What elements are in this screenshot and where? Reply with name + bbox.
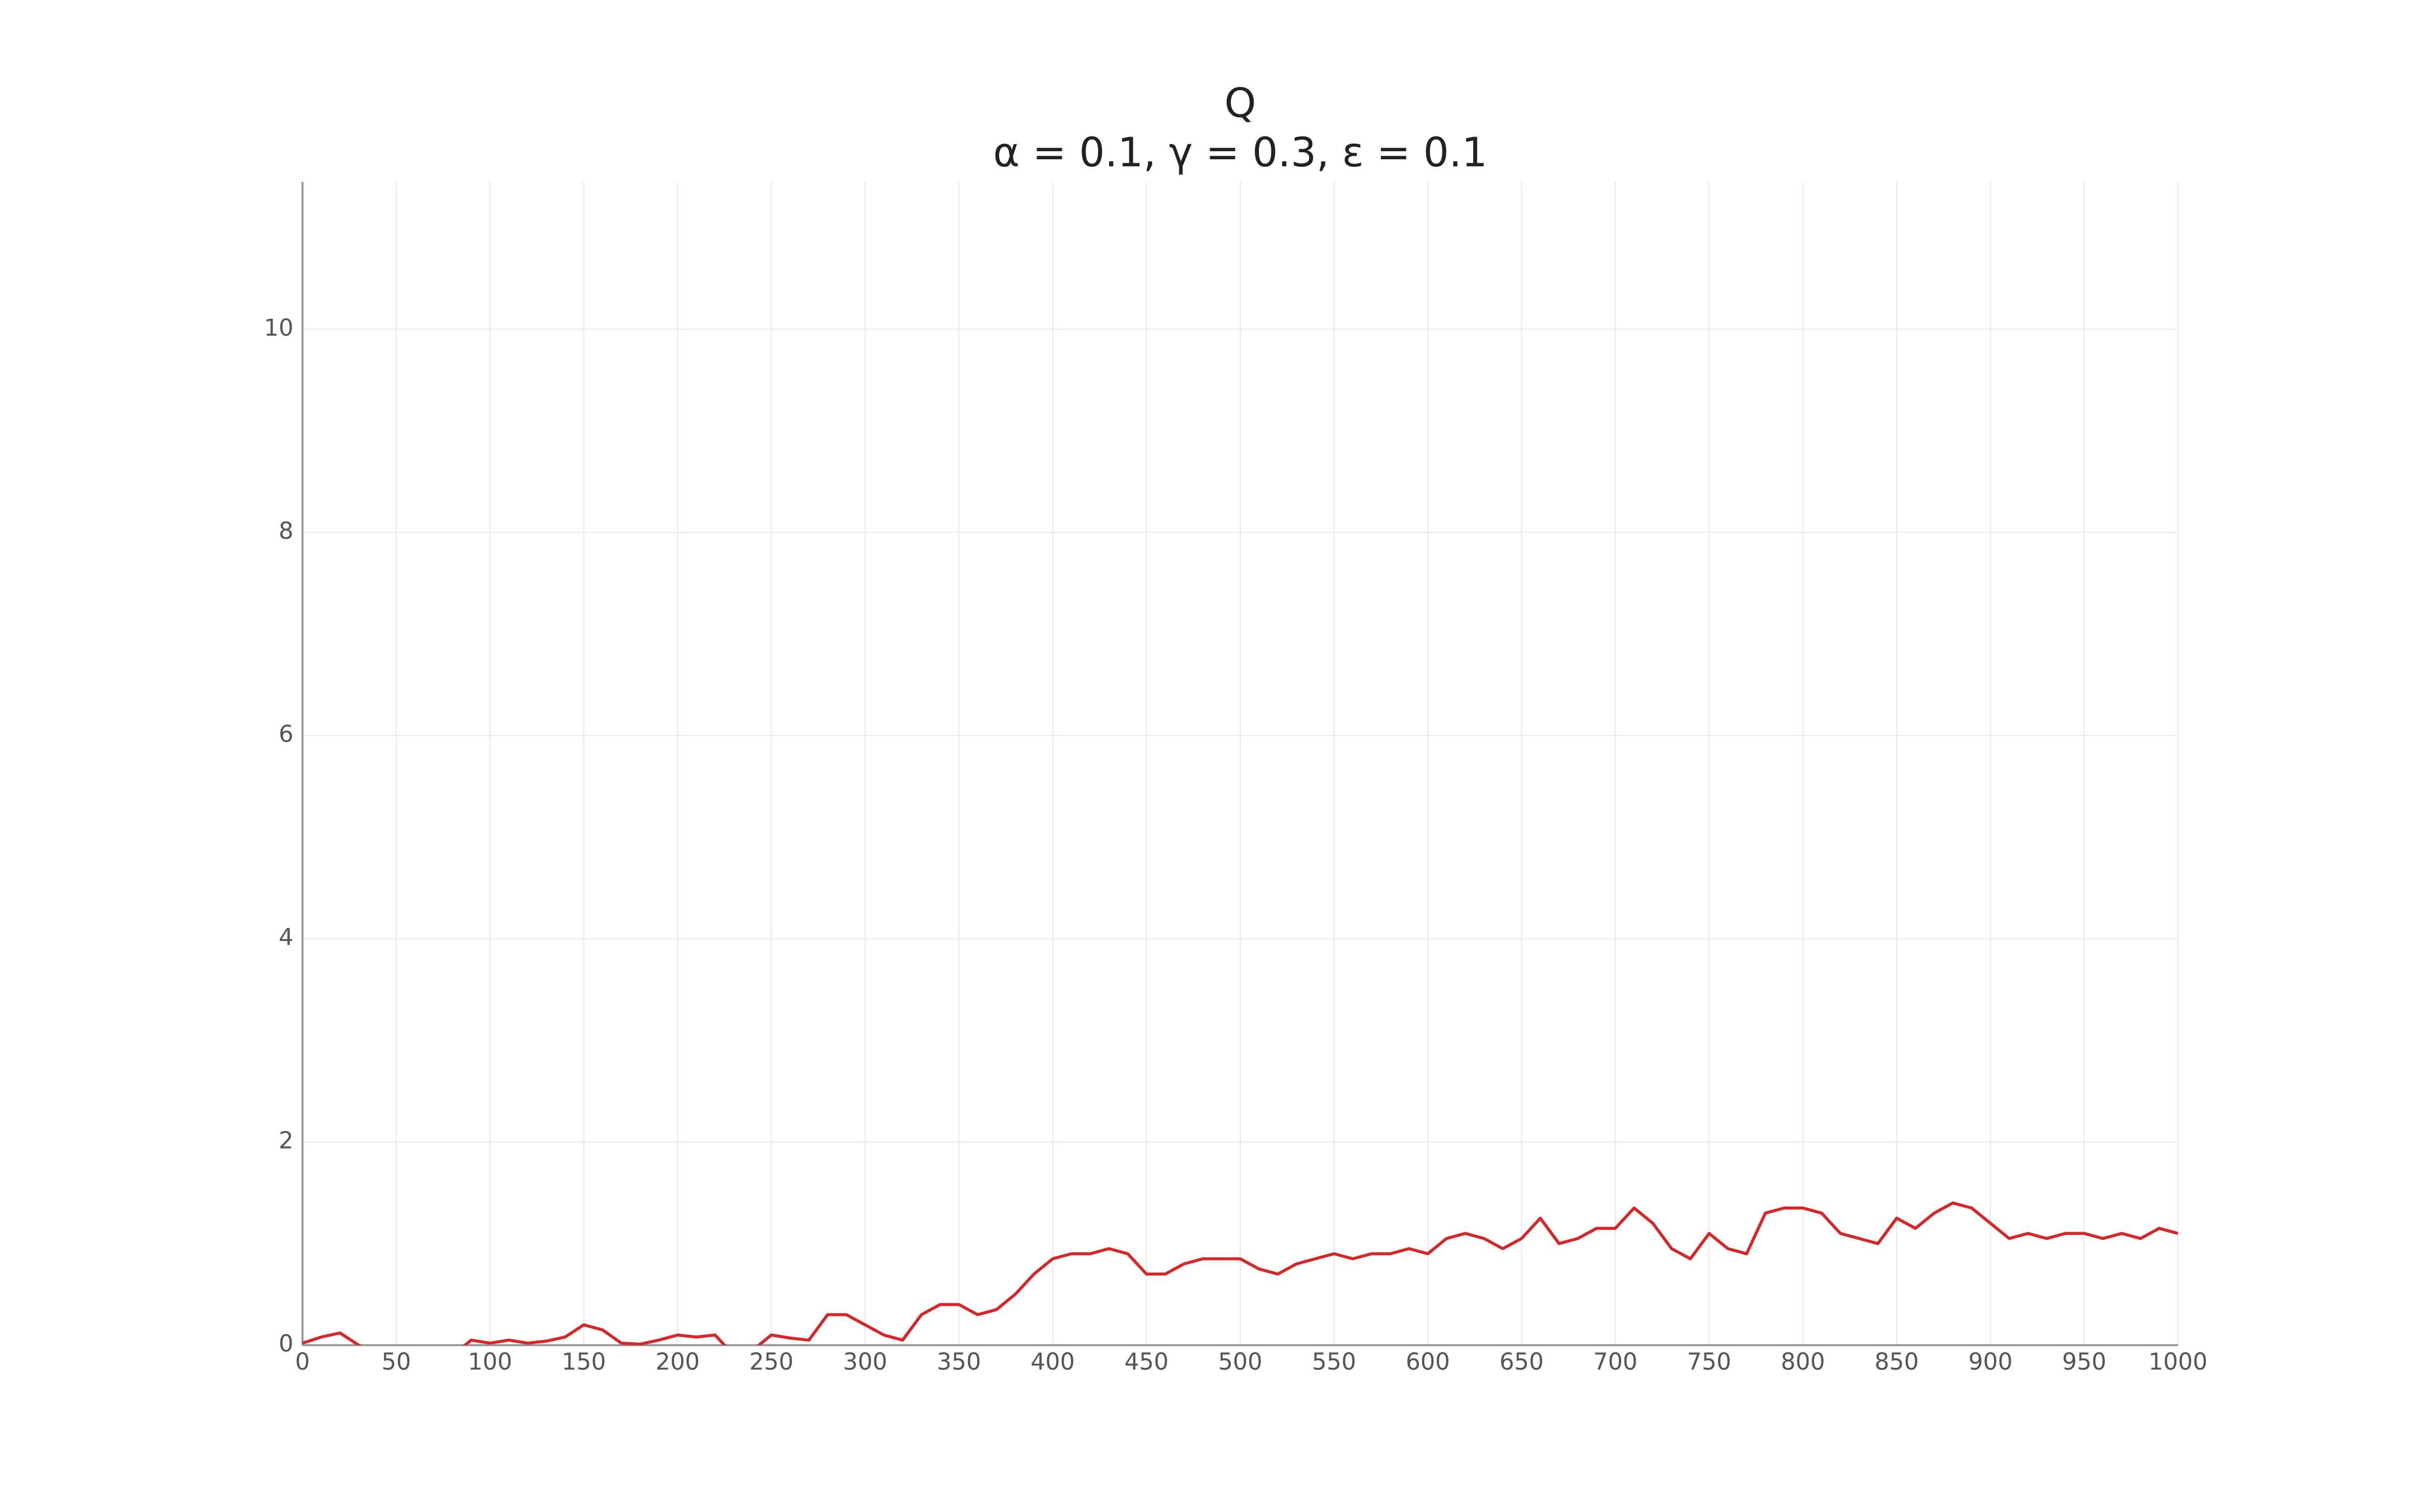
chart-title: Q <box>1225 80 1256 127</box>
line-series <box>302 1201 2178 1345</box>
x-tick-label: 600 <box>1406 1348 1450 1375</box>
x-tick-label: 350 <box>937 1348 981 1375</box>
y-tick-label: 0 <box>279 1330 293 1357</box>
x-tick-label: 450 <box>1124 1348 1169 1375</box>
x-tick-label: 400 <box>1031 1348 1075 1375</box>
x-tick-label: 700 <box>1593 1348 1638 1375</box>
y-tick-label: 8 <box>279 517 293 544</box>
x-tick-label: 550 <box>1312 1348 1356 1375</box>
x-tick-label: 1000 <box>2148 1348 2207 1375</box>
y-tick-label: 10 <box>264 314 293 341</box>
x-tick-label: 250 <box>749 1348 794 1375</box>
x-tick-label: 300 <box>843 1348 887 1375</box>
x-tick-label: 500 <box>1218 1348 1262 1375</box>
y-tick-label: 6 <box>279 720 293 747</box>
y-tick-label: 2 <box>279 1126 293 1154</box>
x-tick-label: 200 <box>655 1348 700 1375</box>
y-tick-label: 4 <box>279 923 293 951</box>
x-tick-label: 750 <box>1687 1348 1731 1375</box>
x-tick-label: 100 <box>468 1348 512 1375</box>
x-tick-label: 800 <box>1781 1348 1825 1375</box>
chart-subtitle: α = 0.1, γ = 0.3, ε = 0.1 <box>993 129 1487 176</box>
x-tick-label: 850 <box>1874 1348 1919 1375</box>
plot-area <box>302 1201 2178 1345</box>
x-tick-label: 900 <box>1968 1348 2013 1375</box>
x-tick-label: 150 <box>562 1348 606 1375</box>
x-tick-label: 950 <box>2062 1348 2106 1375</box>
x-tick-label: 650 <box>1499 1348 1544 1375</box>
x-tick-label: 0 <box>295 1348 310 1375</box>
x-tick-label: 50 <box>382 1348 411 1375</box>
